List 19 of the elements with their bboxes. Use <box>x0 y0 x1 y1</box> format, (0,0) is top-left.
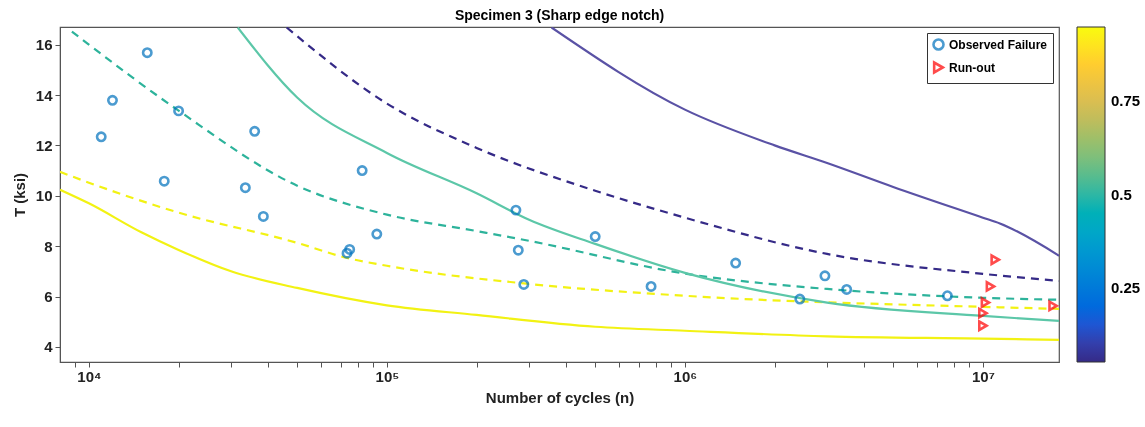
y-axis-title: T (ksi) <box>10 172 28 218</box>
x-axis-title: Number of cycles (n) <box>485 388 635 406</box>
y-tick-label: 6 <box>44 288 53 306</box>
x-tick-label: 10⁷ <box>971 367 995 385</box>
x-tick-label: 10⁵ <box>375 367 400 385</box>
y-tick-label: 14 <box>35 86 54 104</box>
y-tick-label: 12 <box>35 136 53 154</box>
color-bar-label: 0.5 <box>1111 185 1132 203</box>
y-tick-label: 16 <box>35 36 53 54</box>
y-tick-label: 4 <box>44 338 54 356</box>
chart-title: Specimen 3 (Sharp edge notch) <box>454 7 665 23</box>
legend-label: Run-out <box>949 60 995 75</box>
color-bar-label: 0.25 <box>1111 278 1141 296</box>
y-tick-label: 8 <box>44 237 53 255</box>
x-tick-label: 10⁶ <box>673 367 698 385</box>
color-bar-label: 0.75 <box>1111 92 1141 110</box>
x-tick-label: 10⁴ <box>77 367 102 385</box>
legend-label: Observed Failure <box>949 37 1048 52</box>
y-tick-label: 10 <box>35 187 53 205</box>
